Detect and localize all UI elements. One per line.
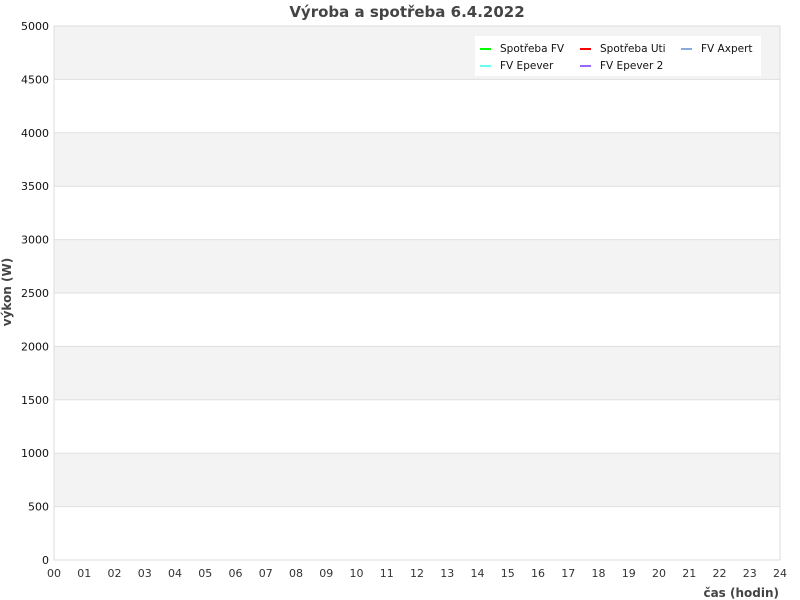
- grid-band: [54, 79, 780, 133]
- grid-band: [54, 346, 780, 400]
- x-tick-label: 17: [561, 567, 575, 580]
- x-tick-label: 14: [471, 567, 485, 580]
- y-tick-label: 1000: [21, 447, 49, 460]
- legend-item[interactable]: FV Epever: [500, 60, 554, 72]
- x-tick-label: 13: [440, 567, 454, 580]
- x-tick-label: 05: [198, 567, 212, 580]
- y-tick-label: 3000: [21, 234, 49, 247]
- grid-band: [54, 506, 780, 560]
- x-tick-label: 20: [652, 567, 666, 580]
- y-tick-label: 4500: [21, 73, 49, 86]
- x-tick-label: 03: [138, 567, 152, 580]
- y-tick-label: 5000: [21, 20, 49, 33]
- y-tick-label: 4000: [21, 127, 49, 140]
- legend-item[interactable]: Spotřeba Uti: [600, 43, 666, 55]
- y-tick-label: 2000: [21, 340, 49, 353]
- x-tick-label: 24: [773, 567, 787, 580]
- x-tick-label: 21: [682, 567, 696, 580]
- legend-item[interactable]: FV Axpert: [701, 43, 753, 55]
- x-tick-label: 22: [713, 567, 727, 580]
- y-tick-label: 500: [28, 501, 49, 514]
- legend-item[interactable]: Spotřeba FV: [500, 43, 565, 55]
- x-tick-label: 02: [108, 567, 122, 580]
- x-tick-label: 23: [743, 567, 757, 580]
- grid-band: [54, 399, 780, 454]
- y-tick-label: 2500: [21, 287, 49, 300]
- x-tick-label: 04: [168, 567, 182, 580]
- x-tick-label: 18: [592, 567, 606, 580]
- grid-band: [54, 453, 780, 507]
- grid-band: [54, 239, 780, 293]
- y-tick-label: 1500: [21, 394, 49, 407]
- plot-area: [53, 25, 781, 561]
- x-tick-label: 15: [501, 567, 515, 580]
- x-tick-label: 00: [47, 567, 61, 580]
- grid-band: [54, 293, 780, 347]
- x-axis-label: čas (hodin): [703, 586, 779, 600]
- y-tick-label: 3500: [21, 180, 49, 193]
- y-axis-label: výkon (W): [0, 258, 14, 326]
- legend: [475, 36, 761, 76]
- x-tick-label: 12: [410, 567, 424, 580]
- x-tick-label: 11: [380, 567, 394, 580]
- legend-item[interactable]: FV Epever 2: [600, 60, 663, 72]
- x-tick-label: 06: [229, 567, 243, 580]
- x-tick-label: 01: [77, 567, 91, 580]
- chart-title: Výroba a spotřeba 6.4.2022: [289, 3, 524, 21]
- x-tick-label: 10: [350, 567, 364, 580]
- grid-band: [54, 186, 780, 240]
- grid-band: [54, 132, 780, 187]
- x-tick-label: 07: [259, 567, 273, 580]
- x-tick-label: 19: [622, 567, 636, 580]
- x-tick-label: 09: [319, 567, 333, 580]
- y-tick-label: 0: [42, 554, 49, 567]
- x-tick-label: 08: [289, 567, 303, 580]
- x-tick-label: 16: [531, 567, 545, 580]
